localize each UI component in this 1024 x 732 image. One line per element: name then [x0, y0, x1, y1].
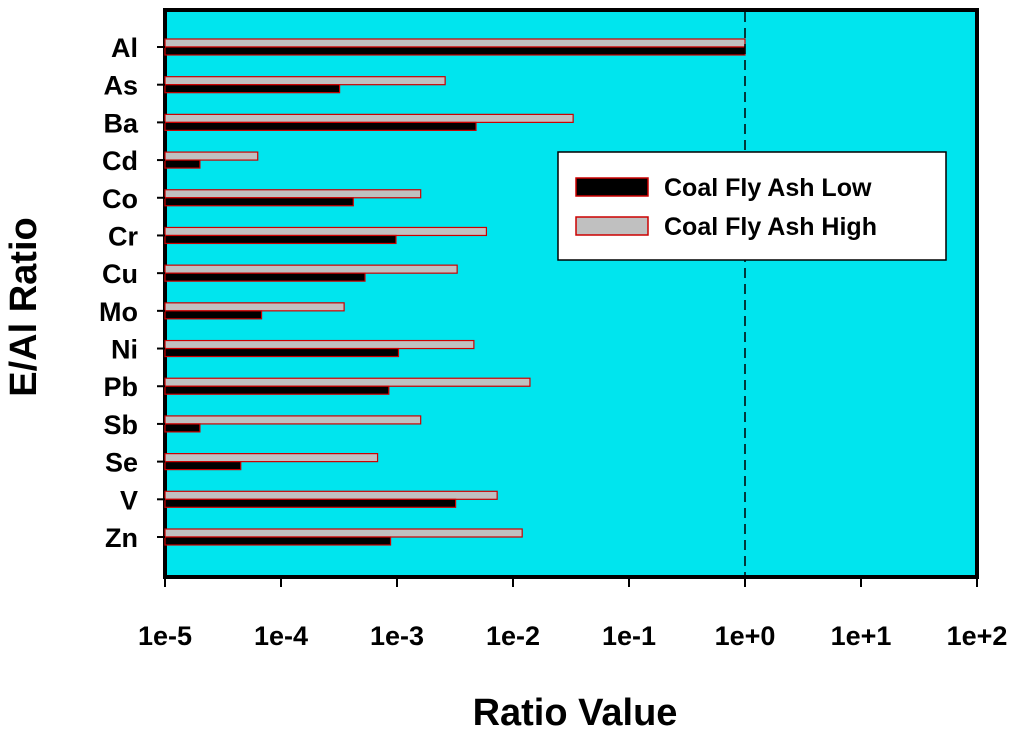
category-label: Ba [103, 108, 138, 138]
bar-low-ni [164, 347, 400, 358]
category-label: Al [111, 33, 138, 63]
bar-low-v [164, 498, 457, 508]
x-tick-label: 1e-4 [254, 621, 308, 651]
category-label: V [120, 485, 138, 515]
legend: Coal Fly Ash Low Coal Fly Ash High [557, 151, 947, 261]
bars-layer [164, 38, 746, 546]
legend-label-low: Coal Fly Ash Low [664, 174, 872, 202]
x-tick-label: 1e+2 [947, 621, 1008, 651]
legend-label-high: Coal Fly Ash High [664, 213, 877, 241]
x-tick-label: 1e+1 [831, 621, 892, 651]
y-axis-title: E/Al Ratio [3, 217, 45, 396]
bar-low-cr [164, 234, 397, 245]
category-label: Se [105, 448, 138, 478]
bar-high-cd [164, 151, 259, 161]
bar-low-cu [164, 272, 366, 282]
category-label: Mo [99, 297, 138, 327]
category-label: Cd [102, 146, 138, 176]
category-label: As [103, 71, 138, 101]
bar-high-cu [164, 264, 458, 274]
bar-high-sb [164, 415, 422, 425]
bar-high-zn [164, 528, 523, 538]
bar-high-co [164, 189, 422, 199]
bar-low-sb [164, 423, 201, 433]
bar-high-mo [164, 302, 345, 312]
bar-low-cd [164, 159, 201, 169]
x-tick-label: 1e-3 [370, 621, 424, 651]
bar-high-v [164, 490, 498, 500]
bar-high-al [164, 38, 746, 48]
legend-box [557, 151, 947, 261]
x-axis: 1e-5 1e-4 1e-3 1e-2 1e-1 1e+0 1e+1 1e+2 [138, 577, 1007, 651]
x-tick-label: 1e-2 [486, 621, 540, 651]
bar-high-as [164, 76, 446, 86]
bar-low-ba [164, 121, 477, 131]
bar-high-se [164, 453, 379, 463]
bar-low-mo [164, 310, 263, 320]
category-label: Pb [103, 372, 138, 402]
bar-high-ni [164, 339, 475, 350]
category-label: Cu [102, 259, 138, 289]
bar-high-ba [164, 113, 574, 123]
bar-high-pb [164, 377, 531, 387]
plot-area [163, 8, 979, 579]
legend-swatch-high [575, 216, 649, 236]
category-label: Cr [108, 221, 138, 251]
bar-low-se [164, 461, 242, 471]
bar-low-al [164, 46, 746, 56]
legend-swatch-low [575, 177, 649, 197]
category-label: Ni [111, 335, 138, 365]
bar-low-co [164, 197, 354, 207]
y-axis: Al As Ba Cd Co Cr Cu Mo Ni Pb Sb Se V Zn [99, 33, 165, 553]
category-label: Zn [105, 523, 138, 553]
bar-low-as [164, 84, 341, 94]
category-label: Co [102, 184, 138, 214]
category-label: Sb [103, 410, 138, 440]
bar-high-cr [164, 226, 488, 237]
x-tick-label: 1e+0 [715, 621, 776, 651]
bar-low-pb [164, 385, 390, 395]
x-tick-label: 1e-5 [138, 621, 192, 651]
x-axis-title: Ratio Value [473, 692, 678, 732]
bar-low-zn [164, 536, 392, 546]
x-tick-label: 1e-1 [602, 621, 656, 651]
